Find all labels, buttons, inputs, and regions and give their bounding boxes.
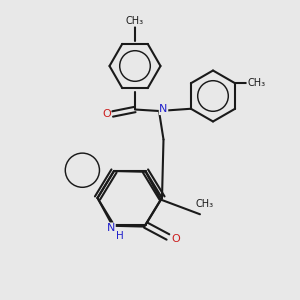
Text: N: N [107,223,115,233]
Text: H: H [116,231,123,242]
Text: CH₃: CH₃ [126,16,144,26]
Text: O: O [171,233,180,244]
Text: CH₃: CH₃ [195,199,214,209]
Text: O: O [102,109,111,119]
Text: CH₃: CH₃ [247,78,265,88]
Text: N: N [159,104,168,115]
